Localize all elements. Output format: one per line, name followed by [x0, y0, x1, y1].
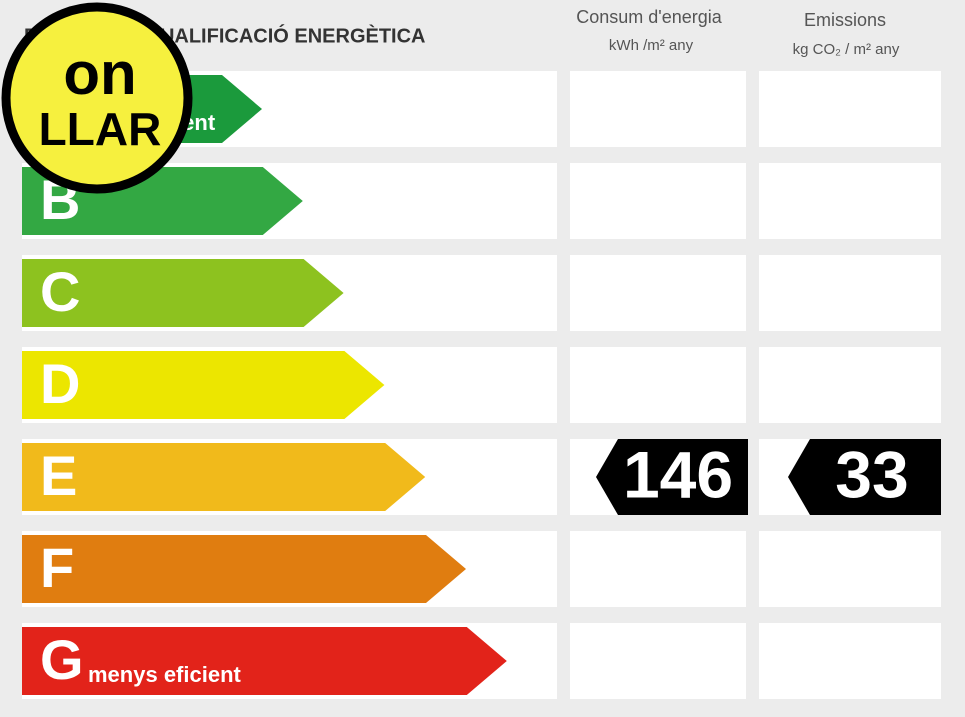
rating-letter: C [40, 260, 80, 323]
value-cell [570, 623, 746, 699]
value-cell [570, 163, 746, 239]
value-cell [759, 623, 941, 699]
emissions-value: 33 [835, 437, 908, 511]
value-cell [759, 255, 941, 331]
column-title: Consum d'energia [576, 7, 723, 27]
value-cell [759, 163, 941, 239]
indicator [596, 439, 748, 515]
logo: on LLAR [1, 2, 193, 194]
rating-letter: D [40, 352, 80, 415]
rating-arrow [22, 443, 426, 511]
rating-letter: F [40, 536, 74, 599]
logo-circle [1, 2, 193, 194]
value-cell [570, 531, 746, 607]
value-cell [570, 347, 746, 423]
rating-arrow [22, 351, 385, 419]
rating-arrow [22, 259, 344, 327]
rating-letter: E [40, 444, 77, 507]
value-cell [570, 71, 746, 147]
indicator [788, 439, 941, 515]
logo-bottom: LLAR [39, 103, 162, 155]
value-cell [759, 71, 941, 147]
column-unit: kg CO₂ / m² any [793, 41, 900, 58]
column-title: Emissions [804, 10, 886, 30]
column-unit: kWh /m² any [609, 37, 694, 54]
consumption-value: 146 [623, 437, 733, 511]
rating-letter: G [40, 628, 84, 691]
rating-note: menys eficient [88, 662, 242, 687]
rating-arrow [22, 627, 507, 695]
value-cell [570, 255, 746, 331]
rating-arrow [22, 535, 466, 603]
value-cell [759, 531, 941, 607]
logo-top: on [63, 40, 136, 107]
value-cell [759, 347, 941, 423]
